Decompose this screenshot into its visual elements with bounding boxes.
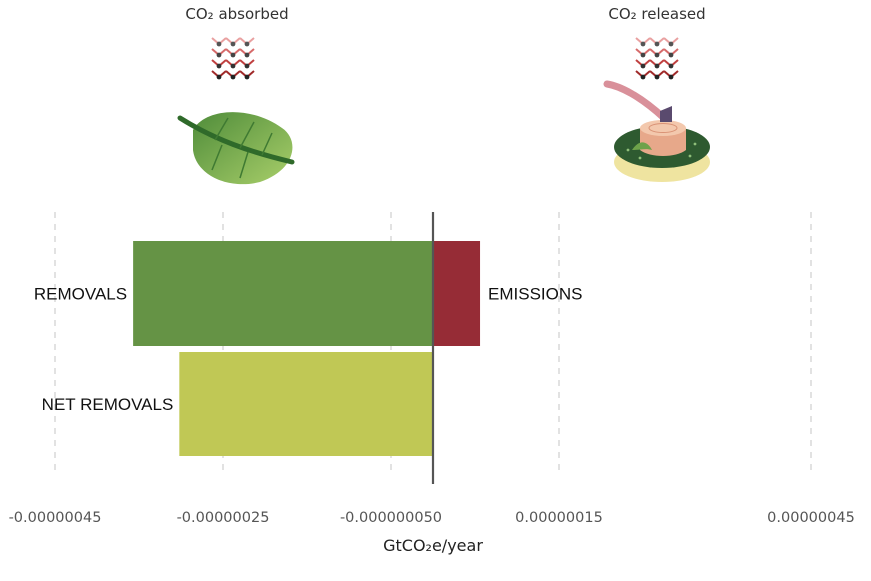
co2-absorbed-header: CO₂ absorbed [185, 5, 289, 23]
co2-molecules-right-icon [635, 37, 679, 80]
x-tick-label: -0.00000045 [9, 510, 102, 526]
x-ticks: -0.00000045 -0.00000025 -0.000000050 0.0000… [9, 510, 855, 526]
bar-net-removals [179, 352, 433, 456]
x-tick-label: -0.000000050 [340, 510, 442, 526]
co2-molecules-left-icon [211, 37, 255, 80]
x-tick-label: 0.00000045 [767, 510, 855, 526]
leaf-icon [177, 37, 295, 185]
bars [133, 241, 481, 456]
co2-released-header: CO₂ released [608, 5, 706, 23]
bar-emissions [433, 241, 481, 346]
bar-label-removals: REMOVALS [34, 285, 127, 304]
tree-stump-icon [603, 37, 710, 182]
bar-labels: REMOVALS EMISSIONS NET REMOVALS [34, 285, 583, 415]
x-axis-label: GtCO₂e/year [383, 536, 483, 555]
x-tick-label: 0.00000015 [515, 510, 603, 526]
bar-removals [133, 241, 433, 346]
bar-label-net-removals: NET REMOVALS [42, 395, 174, 414]
x-tick-label: -0.00000025 [177, 510, 270, 526]
bar-label-emissions: EMISSIONS [488, 285, 582, 304]
